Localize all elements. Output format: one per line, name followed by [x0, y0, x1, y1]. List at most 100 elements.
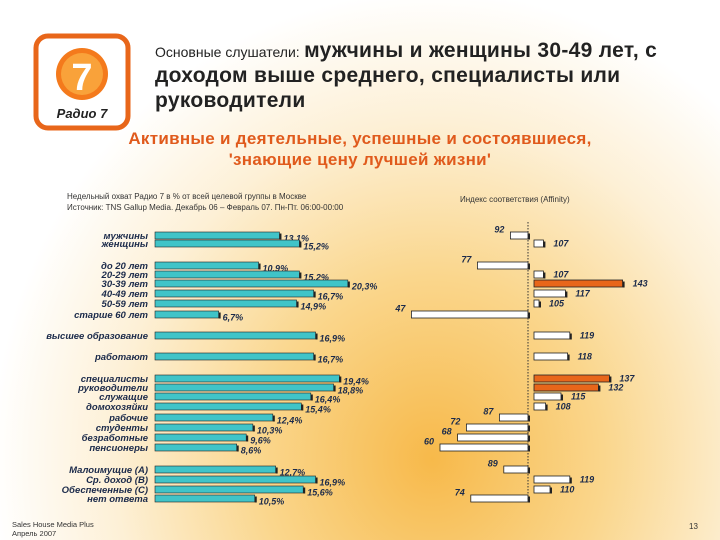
reach-bar: [154, 352, 314, 361]
affinity-value-label: 137: [619, 374, 635, 384]
reach-value-label: 6,7%: [223, 313, 244, 323]
affinity-bar-shadow: [528, 496, 530, 503]
category-label: высшее образование: [46, 331, 149, 342]
footer-line-1: Sales House Media Plus: [12, 520, 94, 529]
radio7-logo: 7 Радио 7: [33, 33, 131, 131]
category-label: женщины: [100, 239, 148, 250]
reach-bar: [154, 465, 276, 474]
category-label: безработные: [82, 433, 149, 444]
reach-value-label: 16,9%: [320, 478, 346, 488]
affinity-value-label: 47: [394, 304, 406, 314]
affinity-bar-shadow: [545, 404, 548, 411]
affinity-value-label: 107: [553, 239, 569, 249]
affinity-value-label: 143: [633, 279, 648, 289]
reach-bar: [154, 433, 247, 442]
reach-bar-shadow: [313, 354, 316, 361]
affinity-value-label: 107: [553, 270, 569, 280]
affinity-bar: [470, 494, 529, 503]
header-title: мужчины и женщины 30-49 лет, с доходом в…: [155, 39, 658, 112]
reach-bar-shadow: [315, 333, 318, 340]
affinity-bar: [498, 413, 529, 422]
affinity-bar-shadow: [598, 385, 601, 392]
reach-bar: [154, 413, 274, 422]
affinity-value-label: 118: [578, 352, 592, 362]
reach-bar-shadow: [315, 477, 318, 484]
category-label: 50-59 лет: [102, 299, 149, 310]
affinity-bar-shadow: [543, 272, 546, 279]
affinity-bar: [533, 402, 547, 411]
category-label: специалисты: [81, 374, 148, 385]
affinity-bar: [503, 465, 529, 474]
affinity-bar: [533, 475, 571, 484]
affinity-bar-shadow: [550, 487, 552, 494]
category-label: служащие: [99, 392, 149, 403]
affinity-bar-shadow: [569, 477, 572, 484]
reach-value-label: 16,4%: [315, 395, 341, 405]
affinity-value-label: 68: [442, 427, 452, 437]
affinity-value-label: 92: [494, 225, 504, 235]
affinity-value-label: 110: [560, 485, 574, 495]
affinity-bar: [410, 310, 529, 319]
reach-bar-shadow: [218, 312, 221, 319]
reach-value-label: 10,9%: [263, 264, 289, 274]
reach-value-label: 15,4%: [305, 405, 331, 415]
affinity-bar: [533, 289, 566, 298]
reach-bar-shadow: [299, 272, 302, 279]
affinity-bar-shadow: [543, 241, 546, 248]
reach-value-label: 12,4%: [277, 416, 303, 426]
footer: Sales House Media Plus Апрель 2007: [12, 520, 94, 538]
reach-value-label: 16,9%: [320, 334, 346, 344]
reach-value-label: 15,2%: [303, 273, 329, 283]
slogan-line-2: 'знающие цену лучшей жизни': [228, 150, 492, 169]
affinity-note: Индекс соответствия (Affinity): [460, 195, 570, 204]
reach-value-label: 15,2%: [303, 242, 329, 252]
category-label: 20-29 лет: [101, 270, 149, 281]
affinity-value-label: 72: [450, 417, 460, 427]
affinity-value-label: 77: [461, 255, 472, 265]
reach-bar-shadow: [279, 233, 282, 240]
affinity-bar-shadow: [569, 333, 572, 340]
category-label: студенты: [96, 423, 148, 434]
reach-bar: [154, 392, 312, 401]
affinity-bar: [533, 383, 599, 392]
source-note-line-2: Источник: TNS Gallup Media. Декабрь 06 –…: [67, 203, 344, 212]
page-number: 13: [689, 522, 698, 531]
category-label: рабочие: [108, 413, 149, 424]
category-label: Ср. доход (В): [86, 475, 148, 486]
affinity-bar: [509, 231, 529, 240]
reach-bar-shadow: [254, 496, 257, 503]
reach-bar-shadow: [333, 385, 336, 392]
reach-bar-shadow: [347, 281, 350, 288]
reach-bar: [154, 270, 300, 279]
affinity-bar: [533, 374, 610, 383]
reach-bar-shadow: [246, 435, 249, 442]
category-label: работают: [94, 352, 149, 363]
affinity-value-label: 105: [549, 299, 565, 309]
affinity-bar: [533, 239, 544, 248]
affinity-value-label: 89: [488, 459, 498, 469]
category-label: Малоимущие (А): [69, 465, 148, 476]
reach-bar: [154, 279, 349, 288]
affinity-bar-shadow: [528, 263, 530, 270]
affinity-bar: [533, 331, 571, 340]
reach-value-label: 13,1%: [283, 234, 309, 244]
category-label: Обеспеченные (С): [62, 485, 148, 496]
category-label: руководители: [77, 383, 148, 394]
reach-bar: [154, 289, 314, 298]
reach-value-label: 19,4%: [343, 377, 369, 387]
category-label: старше 60 лет: [74, 310, 148, 321]
slogan-line-1: Активные и деятельные, успешные и состоя…: [128, 129, 592, 148]
category-label: до 20 лет: [101, 261, 149, 272]
category-label: нет ответа: [87, 494, 148, 505]
reach-value-label: 9,6%: [250, 436, 271, 446]
slide-header: Основные слушатели: мужчины и женщины 30…: [155, 38, 685, 113]
reach-value-label: 20,3%: [351, 282, 378, 292]
affinity-bar: [533, 299, 540, 308]
reach-bar: [154, 231, 280, 240]
reach-value-label: 12,7%: [280, 468, 306, 478]
affinity-value-label: 119: [580, 475, 594, 485]
reach-bar: [154, 331, 316, 340]
reach-value-label: 10,3%: [257, 426, 283, 436]
affinity-bar-shadow: [561, 394, 563, 401]
